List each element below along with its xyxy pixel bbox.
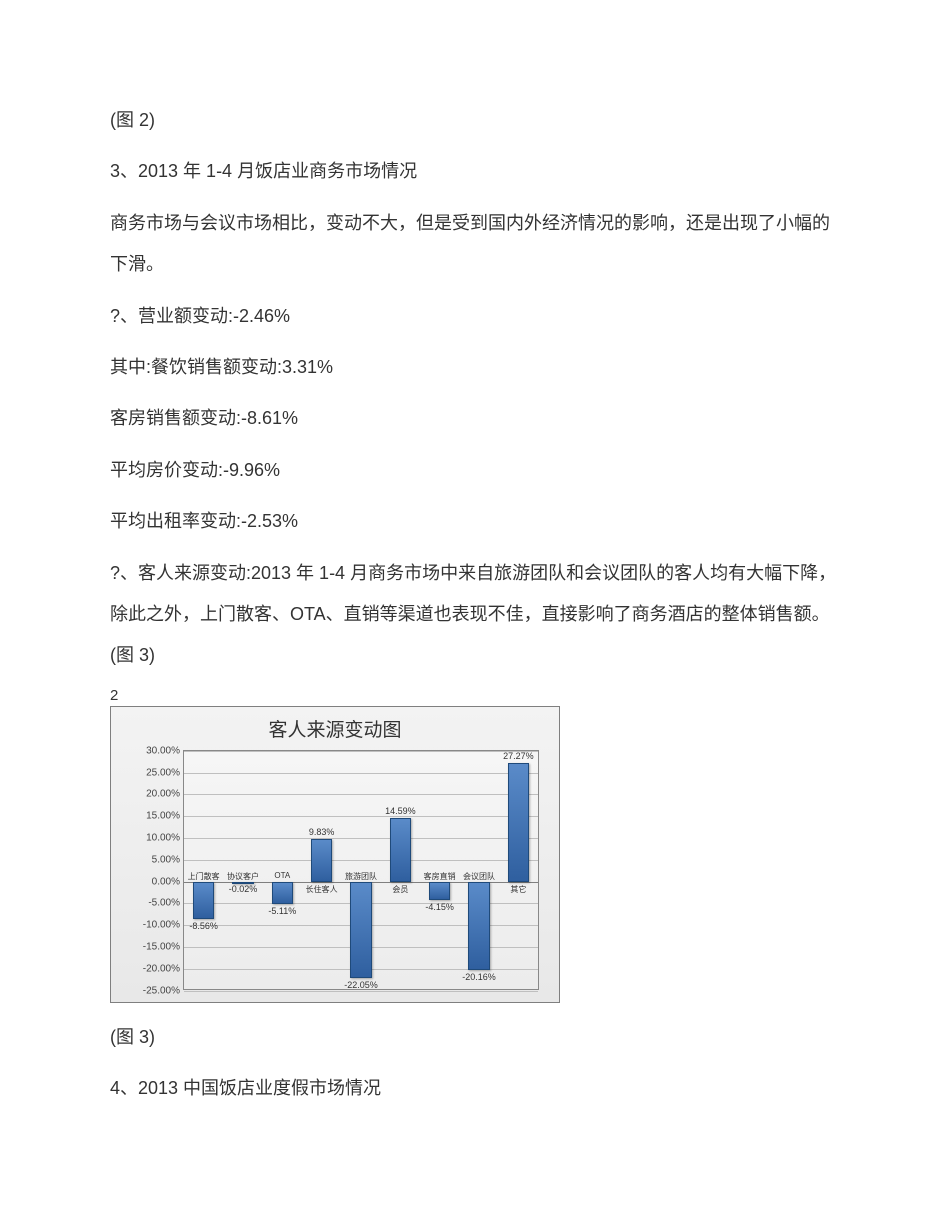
metric-catering: 其中:餐饮销售额变动:3.31% bbox=[110, 347, 840, 388]
chart-category-label: 其它 bbox=[510, 884, 526, 895]
chart-y-tick-label: 15.00% bbox=[146, 811, 180, 822]
guest-source-chart: 客人来源变动图 -25.00%-20.00%-15.00%-10.00%-5.0… bbox=[110, 706, 560, 1003]
fig3-caption: (图 3) bbox=[110, 1017, 840, 1058]
chart-value-label: -8.56% bbox=[189, 921, 218, 931]
chart-y-tick-label: -20.00% bbox=[143, 963, 180, 974]
chart-title: 客人来源变动图 bbox=[131, 715, 539, 742]
chart-y-tick-label: 25.00% bbox=[146, 767, 180, 778]
chart-bar bbox=[311, 839, 333, 882]
chart-y-tick-label: 10.00% bbox=[146, 832, 180, 843]
metric-room-sales: 客房销售额变动:-8.61% bbox=[110, 398, 840, 439]
chart-category-label: 客房直销 bbox=[424, 871, 456, 882]
chart-value-label: -5.11% bbox=[268, 906, 296, 916]
metric-revenue: ?、营业额变动:-2.46% bbox=[110, 296, 840, 337]
fig2-caption: (图 2) bbox=[110, 100, 840, 141]
chart-value-label: -20.16% bbox=[462, 972, 496, 982]
chart-value-label: -22.05% bbox=[344, 980, 378, 990]
chart-gridline bbox=[184, 991, 538, 992]
chart-y-tick-label: 5.00% bbox=[152, 854, 180, 865]
chart-y-tick-label: 20.00% bbox=[146, 789, 180, 800]
chart-value-label: -4.15% bbox=[425, 902, 454, 912]
chart-y-tick-label: 0.00% bbox=[152, 876, 180, 887]
chart-y-tick-label: -10.00% bbox=[143, 920, 180, 931]
chart-category-label: 上门散客 bbox=[188, 871, 220, 882]
chart-value-label: 9.83% bbox=[309, 827, 335, 837]
chart-bar bbox=[193, 882, 215, 919]
chart-category-label: 会议团队 bbox=[463, 871, 495, 882]
section4-title: 4、2013 中国饭店业度假市场情况 bbox=[110, 1068, 840, 1109]
chart-value-label: 14.59% bbox=[385, 806, 416, 816]
chart-category-label: 长住客人 bbox=[306, 884, 338, 895]
chart-bar bbox=[468, 882, 490, 970]
chart-bars: -8.56%上门散客-0.02%协议客户-5.11%OTA9.83%长住客人-2… bbox=[184, 751, 538, 989]
chart-bar bbox=[390, 818, 412, 882]
chart-value-label: 27.27% bbox=[503, 751, 534, 761]
section3-body: ?、客人来源变动:2013 年 1-4 月商务市场中来自旅游团队和会议团队的客人… bbox=[110, 553, 840, 677]
chart-y-tick-label: -5.00% bbox=[148, 898, 180, 909]
chart-category-label: 旅游团队 bbox=[345, 871, 377, 882]
section3-title: 3、2013 年 1-4 月饭店业商务市场情况 bbox=[110, 151, 840, 192]
chart-plot-area: -25.00%-20.00%-15.00%-10.00%-5.00%0.00%5… bbox=[183, 750, 539, 990]
chart-bar bbox=[350, 882, 372, 978]
chart-category-label: 会员 bbox=[392, 884, 408, 895]
chart-bar bbox=[429, 882, 451, 900]
chart-category-label: 协议客户 bbox=[227, 871, 259, 882]
chart-y-tick-label: 30.00% bbox=[146, 745, 180, 756]
chart-y-axis: -25.00%-20.00%-15.00%-10.00%-5.00%0.00%5… bbox=[132, 751, 182, 989]
metric-avg-price: 平均房价变动:-9.96% bbox=[110, 450, 840, 491]
chart-y-tick-label: -15.00% bbox=[143, 942, 180, 953]
chart-y-tick-label: -25.00% bbox=[143, 985, 180, 996]
chart-category-label: OTA bbox=[274, 871, 290, 880]
page-number: 2 bbox=[110, 687, 840, 704]
metric-avg-occupancy: 平均出租率变动:-2.53% bbox=[110, 501, 840, 542]
chart-bar bbox=[508, 763, 530, 882]
chart-value-label: -0.02% bbox=[229, 884, 258, 894]
section3-intro: 商务市场与会议市场相比，变动不大，但是受到国内外经济情况的影响，还是出现了小幅的… bbox=[110, 203, 840, 286]
chart-bar bbox=[272, 882, 294, 904]
